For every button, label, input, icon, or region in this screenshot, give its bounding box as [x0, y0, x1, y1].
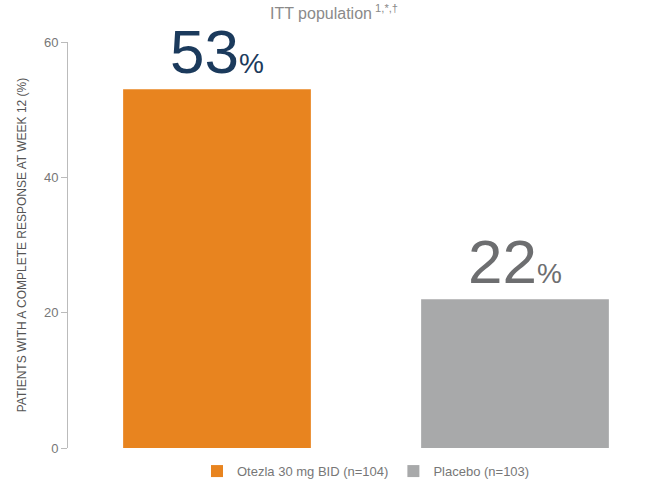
svg-text:0: 0 — [51, 441, 58, 456]
svg-text:PATIENTS WITH A COMPLETE RESPO: PATIENTS WITH A COMPLETE RESPONSE AT WEE… — [15, 78, 29, 413]
svg-text:20: 20 — [44, 305, 58, 320]
svg-text:40: 40 — [44, 170, 58, 185]
svg-text:Placebo (n=103): Placebo (n=103) — [433, 464, 529, 479]
svg-text:22%: 22% — [468, 227, 562, 296]
svg-text:60: 60 — [44, 35, 58, 50]
svg-text:53%: 53% — [170, 17, 264, 86]
svg-text:Otezla 30 mg BID (n=104): Otezla 30 mg BID (n=104) — [237, 464, 388, 479]
svg-text:ITT population​ 1,*,†​: ITT population​ 1,*,†​ — [270, 2, 398, 22]
